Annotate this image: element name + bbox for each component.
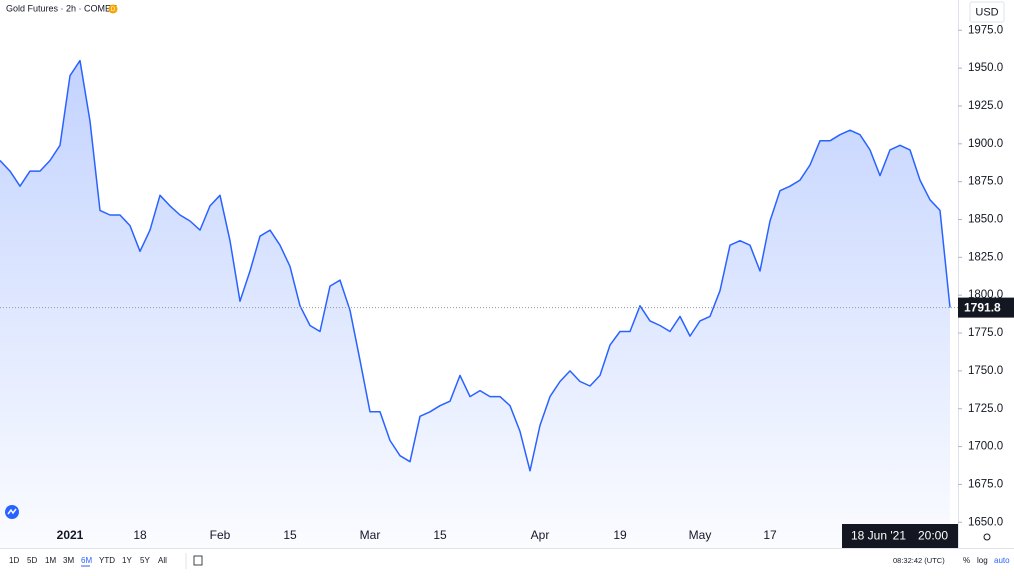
scale-option[interactable]: % (963, 556, 970, 565)
y-tick-label: 1950.0 (968, 62, 1003, 74)
badge-icon (108, 4, 118, 14)
price-line (0, 59, 951, 472)
y-tick-label: 1850.0 (968, 214, 1003, 226)
range-button[interactable]: 1D (9, 556, 19, 565)
range-button[interactable]: 3M (63, 556, 74, 565)
y-tick-label: 1750.0 (968, 365, 1003, 377)
y-tick-label: 1700.0 (968, 441, 1003, 453)
currency-box[interactable] (969, 1, 1005, 23)
last-price-label: 1791.8 (964, 300, 1001, 314)
currency[interactable]: USD (975, 6, 998, 18)
y-tick-label: 1975.0 (968, 24, 1003, 36)
range-button[interactable]: 1Y (122, 556, 132, 565)
y-tick-label: 1675.0 (968, 478, 1003, 490)
compare-icon[interactable] (193, 555, 203, 566)
range-button[interactable]: YTD (99, 556, 115, 565)
y-tick-label: 1825.0 (968, 251, 1003, 263)
badge: D (111, 7, 116, 13)
y-tick-label: 1875.0 (968, 176, 1003, 188)
area-fill (0, 60, 950, 548)
crosshair-box (842, 524, 958, 548)
clock: 08:32:42 (UTC) (893, 556, 945, 565)
range-button[interactable]: 5Y (140, 556, 150, 565)
y-tick-label: 1725.0 (968, 403, 1003, 415)
settings-icon[interactable] (983, 533, 991, 541)
y-tick-label: 1775.0 (968, 327, 1003, 339)
y-tick-label: 1650.0 (968, 516, 1003, 528)
range-button[interactable]: 5D (27, 556, 37, 565)
crosshair-label: 18 Jun '21 (851, 529, 906, 543)
range-button[interactable]: 6M (81, 556, 92, 565)
y-tick-label: 1900.0 (968, 138, 1003, 150)
crosshair-time: 20:00 (918, 529, 948, 543)
chart-title: Gold Futures · 2h · COMEX (6, 3, 117, 13)
range-button[interactable]: All (158, 556, 167, 565)
range-button[interactable]: 1M (45, 556, 56, 565)
scale-option[interactable]: log (977, 556, 988, 565)
y-tick-label: 1925.0 (968, 100, 1003, 112)
last-price-box (958, 297, 1014, 318)
scale-option[interactable]: auto (994, 556, 1010, 565)
